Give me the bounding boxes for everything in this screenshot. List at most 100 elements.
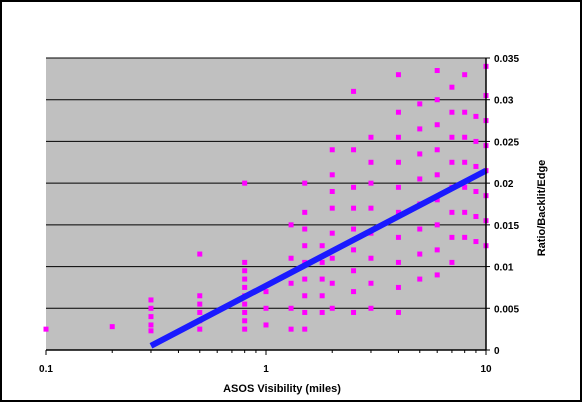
data-point	[302, 243, 308, 249]
data-point	[434, 122, 440, 128]
data-point	[434, 222, 440, 228]
y-tick-label: 0.015	[494, 221, 519, 232]
data-point	[329, 205, 335, 211]
data-point	[473, 113, 479, 119]
data-point	[197, 293, 203, 299]
data-point	[434, 197, 440, 203]
data-point	[302, 276, 308, 282]
axes: 0.1 1 100 0.005 0.01 0.015 0.02 0.025 0.03 0.035	[39, 54, 519, 375]
data-point	[329, 230, 335, 236]
data-point	[449, 234, 455, 240]
data-point	[473, 239, 479, 245]
data-point	[351, 268, 357, 274]
data-point	[319, 259, 325, 265]
y-tick-label: 0.025	[494, 137, 519, 148]
data-point	[434, 147, 440, 153]
data-point	[329, 172, 335, 178]
data-point	[473, 138, 479, 144]
data-point	[242, 309, 248, 315]
data-point	[417, 176, 423, 182]
data-point	[449, 159, 455, 165]
data-point	[329, 147, 335, 153]
data-point	[329, 280, 335, 286]
data-point	[288, 222, 294, 228]
data-point	[462, 184, 468, 190]
x-axis-title: ASOS Visibility (miles)	[223, 383, 341, 395]
data-point	[395, 72, 401, 78]
data-point	[395, 134, 401, 140]
data-point	[395, 159, 401, 165]
data-point	[351, 247, 357, 253]
data-point	[329, 188, 335, 194]
data-point	[242, 180, 248, 186]
data-point	[288, 326, 294, 332]
data-point	[302, 293, 308, 299]
data-point	[395, 309, 401, 315]
data-point	[148, 297, 154, 303]
data-point	[434, 97, 440, 103]
data-point	[368, 159, 374, 165]
data-point	[462, 109, 468, 115]
data-point	[288, 280, 294, 286]
data-point	[449, 259, 455, 265]
data-point	[434, 247, 440, 253]
data-point	[368, 255, 374, 261]
data-point	[462, 134, 468, 140]
data-point	[368, 305, 374, 311]
data-point	[242, 268, 248, 274]
data-point	[319, 243, 325, 249]
data-point	[462, 159, 468, 165]
data-point	[368, 205, 374, 211]
data-point	[351, 88, 357, 94]
data-point	[302, 309, 308, 315]
data-point	[319, 309, 325, 315]
data-point	[395, 284, 401, 290]
data-point	[242, 301, 248, 307]
data-point	[395, 259, 401, 265]
data-point	[395, 234, 401, 240]
data-point	[473, 214, 479, 220]
y-tick-label: 0.01	[494, 263, 514, 274]
plot-area	[46, 58, 486, 350]
data-point	[434, 272, 440, 278]
data-point	[417, 251, 423, 257]
data-point	[242, 318, 248, 324]
x-tick-label: 1	[263, 364, 269, 375]
data-point	[395, 184, 401, 190]
data-point	[351, 309, 357, 315]
data-point	[302, 226, 308, 232]
y-tick-label: 0	[494, 346, 500, 357]
data-point	[473, 163, 479, 169]
y-tick-label: 0.005	[494, 304, 519, 315]
data-point	[242, 284, 248, 290]
data-point	[197, 251, 203, 257]
data-point	[302, 180, 308, 186]
data-point	[417, 226, 423, 232]
x-tick-label: 10	[480, 364, 492, 375]
data-point	[148, 322, 154, 328]
data-point	[449, 134, 455, 140]
data-point	[263, 322, 269, 328]
data-point	[434, 68, 440, 74]
data-point	[473, 188, 479, 194]
data-point	[368, 134, 374, 140]
data-point	[395, 109, 401, 115]
data-point	[351, 289, 357, 295]
x-tick-label: 0.1	[39, 364, 53, 375]
data-point	[351, 184, 357, 190]
data-point	[449, 109, 455, 115]
data-point	[319, 276, 325, 282]
data-point	[288, 255, 294, 261]
data-point	[351, 226, 357, 232]
data-point	[263, 305, 269, 311]
data-point	[449, 209, 455, 215]
data-point	[109, 324, 115, 330]
gridlines	[46, 57, 486, 309]
data-point	[288, 305, 294, 311]
data-point	[302, 326, 308, 332]
data-point	[462, 209, 468, 215]
data-point	[417, 276, 423, 282]
trendline	[149, 167, 488, 349]
